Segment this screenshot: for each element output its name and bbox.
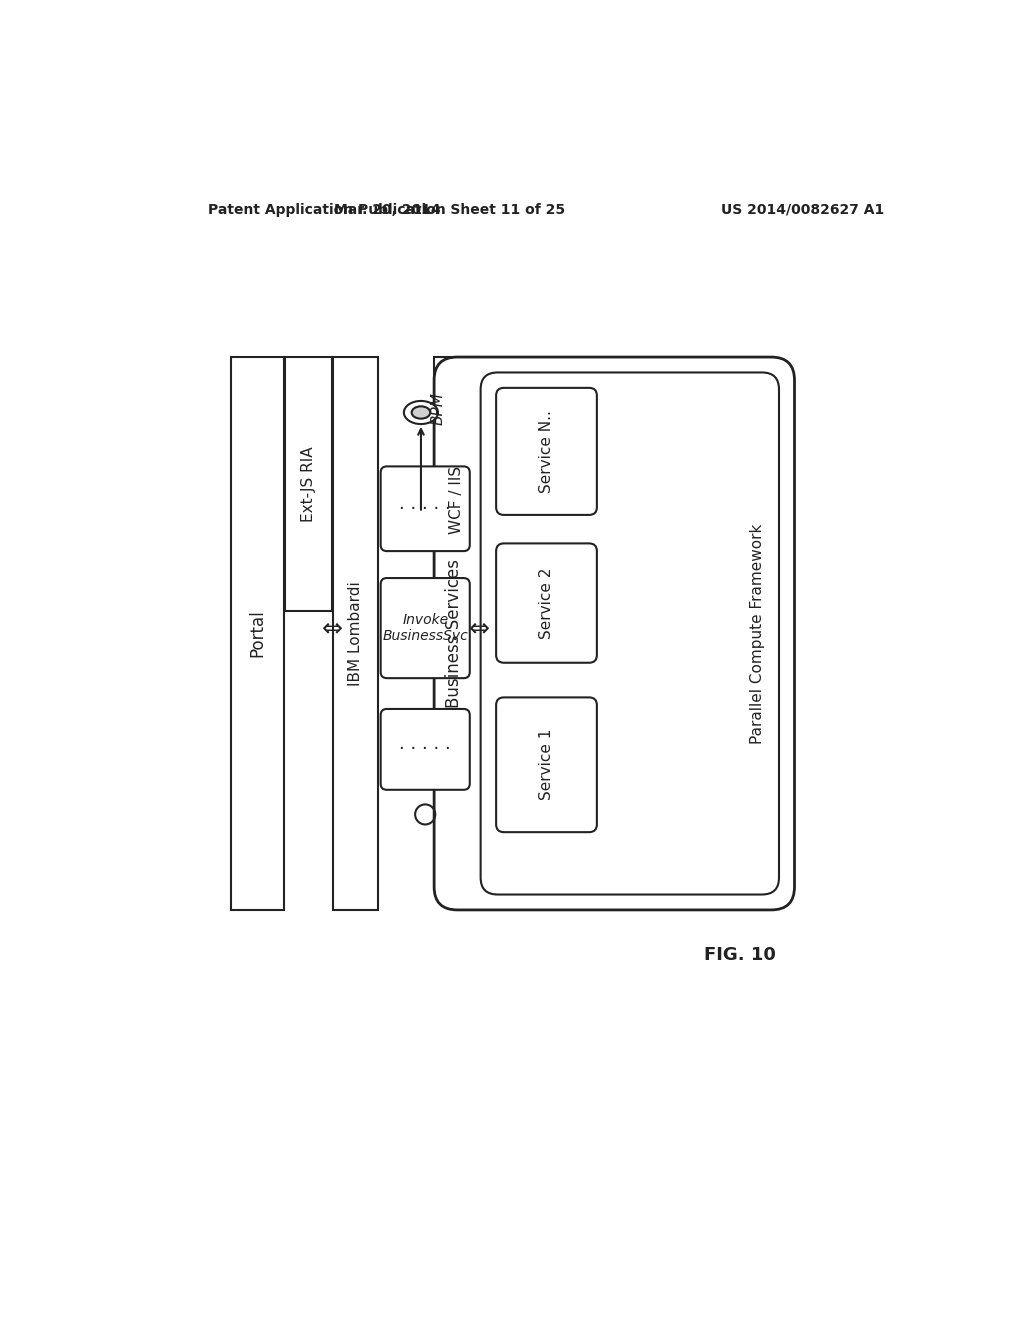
Text: BPM: BPM [430, 392, 445, 425]
FancyBboxPatch shape [480, 372, 779, 895]
Text: Service N..: Service N.. [539, 411, 554, 492]
Text: Portal: Portal [249, 610, 266, 657]
Bar [434, 358, 479, 642]
Text: ⇔: ⇔ [469, 616, 489, 640]
Text: Ext-JS RIA: Ext-JS RIA [301, 446, 316, 521]
Text: Service 1: Service 1 [539, 729, 554, 800]
Text: Business Services: Business Services [445, 558, 463, 708]
Text: Patent Application Publication: Patent Application Publication [208, 203, 445, 216]
Text: ⇔: ⇔ [322, 616, 342, 640]
Bar [334, 358, 378, 909]
Text: Invoke
BusinessSvc: Invoke BusinessSvc [382, 612, 468, 643]
Text: IBM Lombardi: IBM Lombardi [348, 581, 364, 686]
FancyBboxPatch shape [434, 358, 795, 909]
Bar [231, 358, 284, 909]
Text: · · · · ·: · · · · · [399, 500, 452, 517]
Ellipse shape [403, 401, 438, 424]
Text: US 2014/0082627 A1: US 2014/0082627 A1 [721, 203, 884, 216]
Text: Parallel Compute Framework: Parallel Compute Framework [750, 523, 765, 743]
FancyBboxPatch shape [496, 544, 597, 663]
Text: Service 2: Service 2 [539, 568, 554, 639]
Text: Mar. 20, 2014  Sheet 11 of 25: Mar. 20, 2014 Sheet 11 of 25 [334, 203, 565, 216]
Bar [286, 358, 332, 611]
FancyBboxPatch shape [381, 578, 470, 678]
FancyBboxPatch shape [496, 697, 597, 832]
Text: FIG. 10: FIG. 10 [705, 946, 776, 965]
Text: WCF / IIS: WCF / IIS [450, 466, 464, 533]
FancyBboxPatch shape [496, 388, 597, 515]
FancyBboxPatch shape [381, 709, 470, 789]
FancyBboxPatch shape [381, 466, 470, 552]
Text: · · · · ·: · · · · · [399, 741, 452, 759]
Ellipse shape [412, 407, 430, 418]
